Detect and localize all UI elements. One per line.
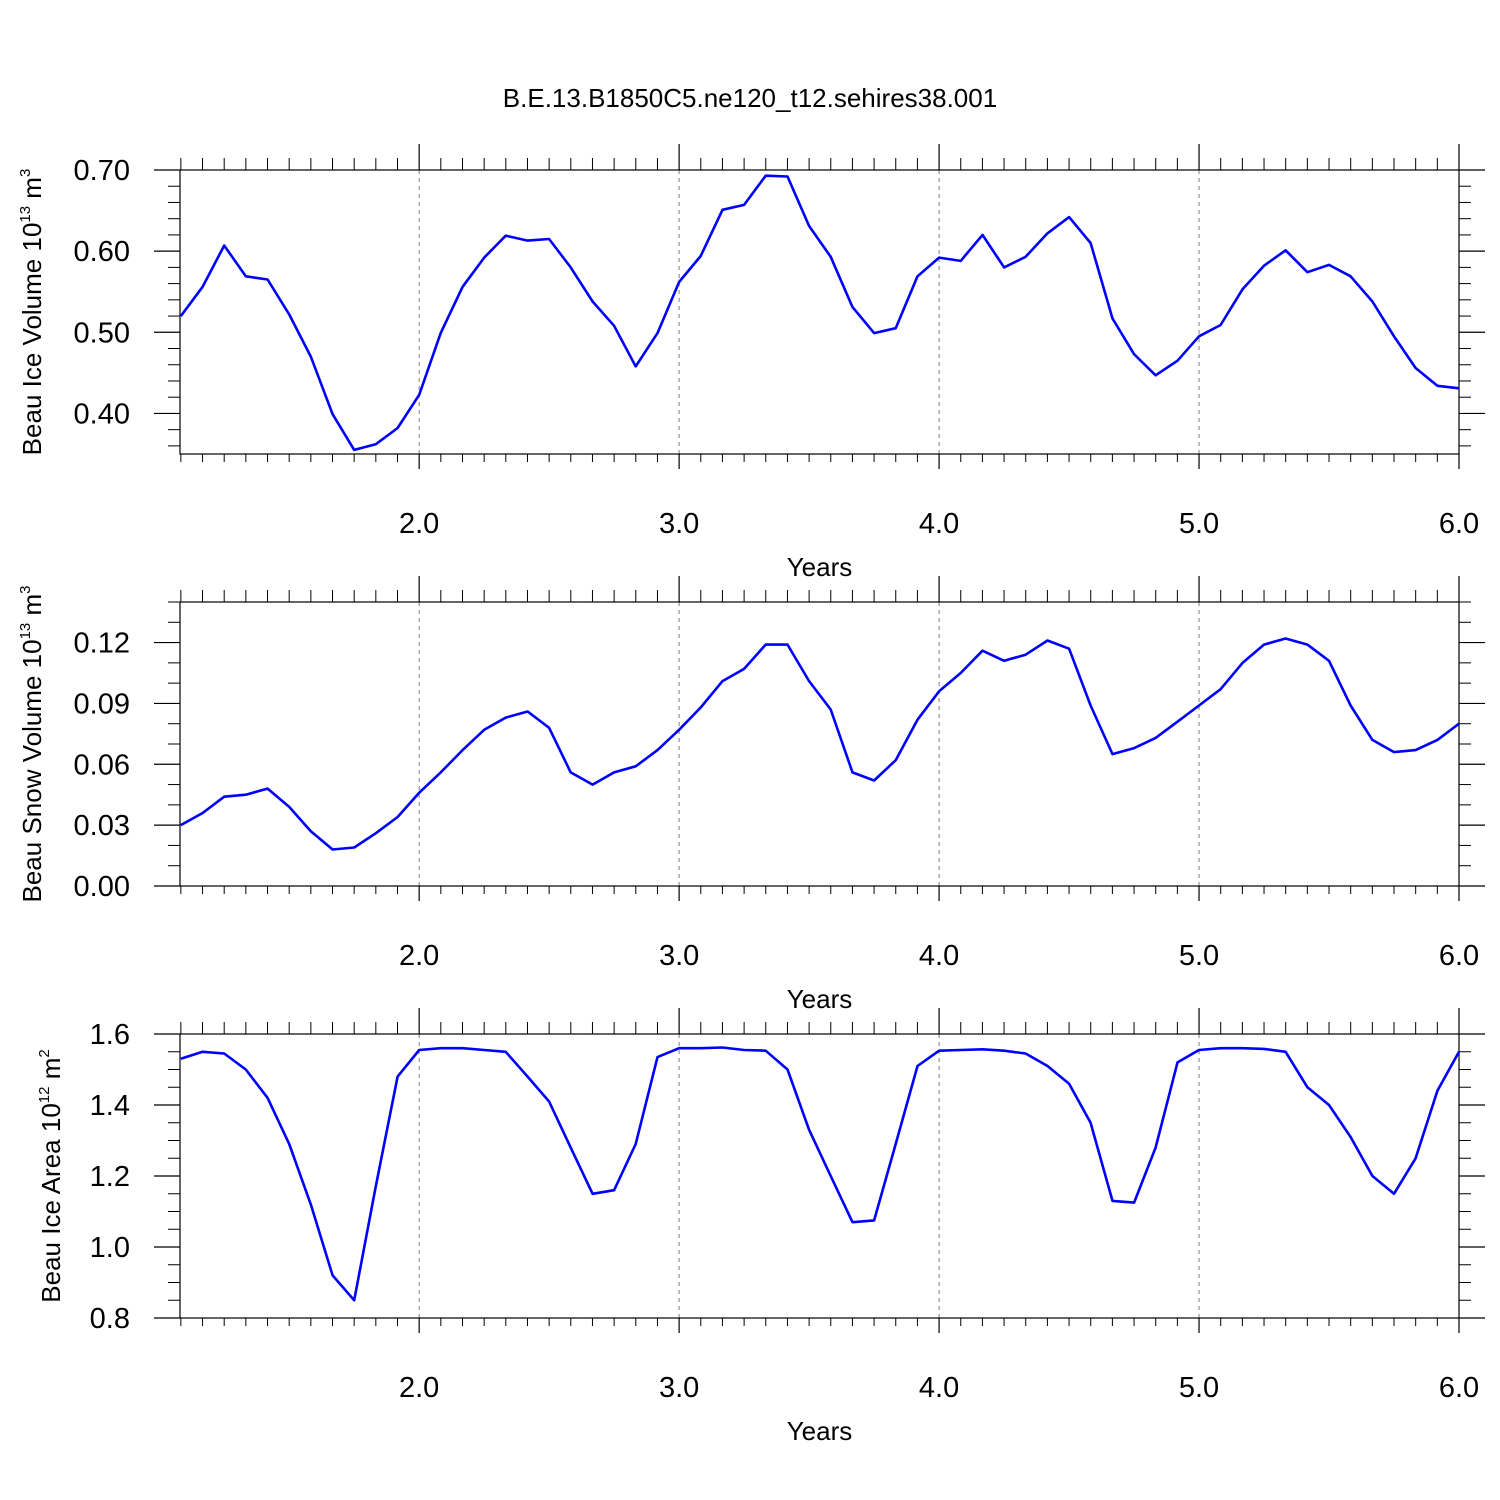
panel-snow-volume: 2.0 3.0 4.0 5.0 6.0 0.00 0.03 0.06 0.09 0.12 Years… xyxy=(17,576,1485,1014)
panel-1-y-tick-label-1: 0.03 xyxy=(74,810,130,842)
panel-ice-area: 2.0 3.0 4.0 5.0 6.0 0.8 1.0 1.2 1.4 1.6 Years Beau … xyxy=(36,1008,1485,1446)
panel-1-y-axis-label: Beau Snow Volume 1013 m3 xyxy=(17,586,47,903)
panel-0-y-tick-label-3: 0.70 xyxy=(74,155,130,187)
panel-1-y-tick-label-4: 0.12 xyxy=(74,628,130,660)
panel-0-y-tick-label-2: 0.60 xyxy=(74,236,130,268)
panel-1-x-tick-label-1: 3.0 xyxy=(659,940,699,972)
panel-1-x-tick-label-2: 4.0 xyxy=(919,940,959,972)
panel-1-y-tick-label-3: 0.09 xyxy=(74,688,130,720)
panel-0-x-tick-label-1: 3.0 xyxy=(659,508,699,540)
panel-2-x-tick-label-0: 2.0 xyxy=(399,1372,439,1404)
panel-1-series-line xyxy=(180,637,1460,851)
panel-1-x-tick-label-4: 6.0 xyxy=(1439,940,1479,972)
panel-2-y-tick-label-2: 1.2 xyxy=(90,1161,130,1193)
panel-1-x-tick-label-0: 2.0 xyxy=(399,940,439,972)
panel-2-y-tick-label-3: 1.4 xyxy=(90,1090,130,1122)
panel-0-x-tick-label-0: 2.0 xyxy=(399,508,439,540)
panel-0-y-tick-label-0: 0.40 xyxy=(74,398,130,430)
panel-2-x-axis-label: Years xyxy=(787,1416,853,1446)
panel-2-x-tick-label-4: 6.0 xyxy=(1439,1372,1479,1404)
panel-2-y-tick-label-0: 0.8 xyxy=(90,1303,130,1335)
panel-0-x-tick-label-4: 6.0 xyxy=(1439,508,1479,540)
panel-1-x-axis-label: Years xyxy=(787,984,853,1014)
panel-2-y-tick-label-4: 1.6 xyxy=(90,1019,130,1051)
panel-ice-volume: 2.0 3.0 4.0 5.0 6.0 0.40 0.50 0.60 0.70 Years Beau… xyxy=(17,144,1485,582)
panel-2-y-tick-label-1: 1.0 xyxy=(90,1232,130,1264)
panel-0-y-axis-label: Beau Ice Volume 1013 m3 xyxy=(17,169,47,456)
panel-1-x-tick-label-3: 5.0 xyxy=(1179,940,1219,972)
panel-0-x-tick-label-2: 4.0 xyxy=(919,508,959,540)
panel-2-y-axis-label: Beau Ice Area 1012 m2 xyxy=(36,1049,66,1302)
panel-2-series-line xyxy=(180,1046,1461,1302)
panel-2-x-tick-label-2: 4.0 xyxy=(919,1372,959,1404)
panel-0-x-axis-label: Years xyxy=(787,552,853,582)
panel-2-x-tick-label-1: 3.0 xyxy=(659,1372,699,1404)
panel-0-y-tick-label-1: 0.50 xyxy=(74,317,130,349)
panel-2-plot-frame xyxy=(179,1033,1460,1319)
panel-0-plot-frame xyxy=(179,169,1460,455)
panel-1-y-tick-label-0: 0.00 xyxy=(74,871,130,903)
panel-0-series-line xyxy=(179,174,1460,452)
panel-1-y-tick-label-2: 0.06 xyxy=(74,749,130,781)
panel-2-x-tick-label-3: 5.0 xyxy=(1179,1372,1219,1404)
panel-0-x-tick-label-3: 5.0 xyxy=(1179,508,1219,540)
figure-title: B.E.13.B1850C5.ne120_t12.sehires38.001 xyxy=(503,83,997,113)
